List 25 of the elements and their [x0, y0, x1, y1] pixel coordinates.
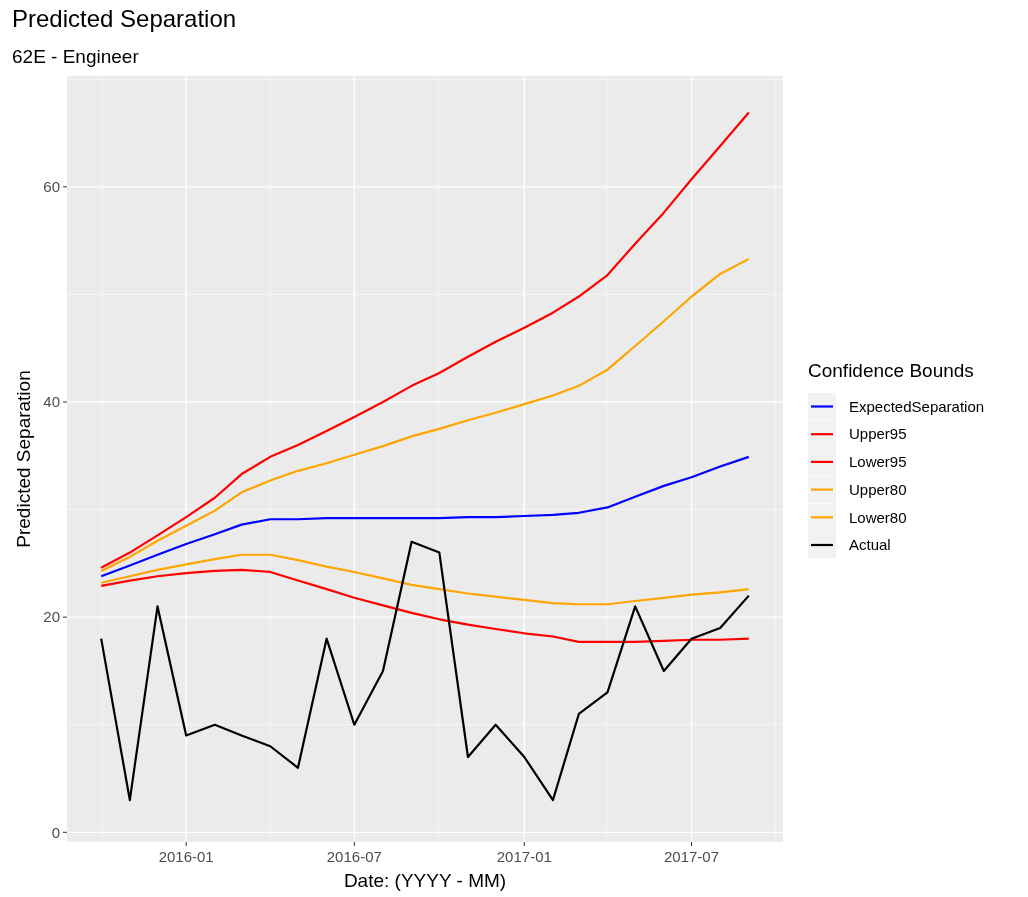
x-tick-label: 2017-07 — [664, 848, 720, 865]
legend-label: Lower95 — [849, 453, 907, 471]
line-series — [100, 257, 750, 572]
x-tick-label: 2017-01 — [496, 848, 552, 865]
legend-label: Upper80 — [849, 480, 907, 498]
y-tick-label: 20 — [43, 608, 60, 626]
x-tick-label: 2016-07 — [326, 848, 382, 865]
legend-label: Actual — [849, 536, 891, 554]
legend-label: ExpectedSeparation — [849, 397, 985, 415]
line-series — [100, 568, 750, 643]
legend-label: Upper95 — [849, 425, 907, 443]
line-series — [100, 553, 750, 606]
legend-label: Lower80 — [849, 508, 907, 526]
x-axis-title: Date: (YYYY - MM) — [343, 870, 507, 891]
y-tick-label: 0 — [51, 823, 60, 841]
line-series — [100, 111, 750, 569]
x-tick-label: 2016-01 — [158, 848, 214, 865]
chart-title: Predicted Separation — [12, 5, 237, 32]
y-axis-title: Predicted Separation — [13, 370, 34, 548]
line-series — [100, 540, 750, 802]
y-tick-label: 40 — [43, 393, 60, 411]
legend-title: Confidence Bounds — [808, 360, 974, 381]
chart-subtitle: 62E - Engineer — [12, 46, 140, 67]
line-series — [100, 455, 750, 578]
y-tick-label: 60 — [43, 178, 60, 196]
